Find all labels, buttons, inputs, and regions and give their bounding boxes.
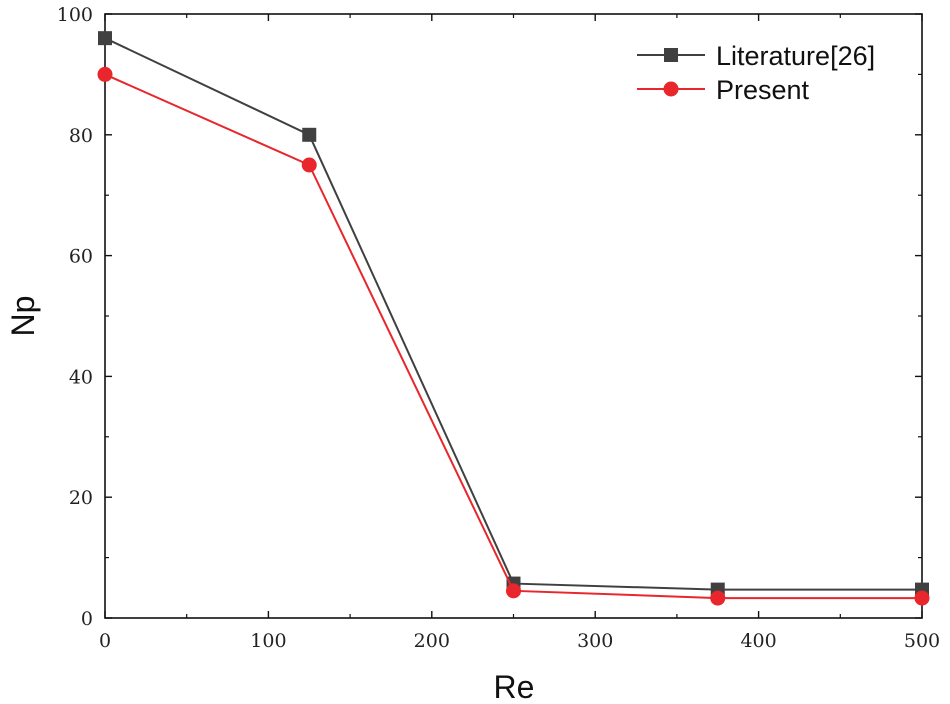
y-tick-label: 40 [69,366,93,388]
data-series [97,31,930,606]
data-point [97,66,113,82]
y-tick-label: 60 [69,246,93,268]
x-tick-label: 400 [740,630,776,652]
axis-ticks: 0 100 200 300 400 500 0 20 40 60 80 100 [57,4,940,652]
data-point [506,583,521,599]
series-line [104,37,922,591]
data-point [302,127,317,142]
data-point [914,590,930,606]
x-tick-label: 100 [250,630,286,652]
y-tick-label: 100 [57,4,93,26]
series-line [104,73,922,600]
x-tick-label: 0 [99,630,111,652]
series-1 [98,31,929,597]
legend-entry: Present [637,75,810,105]
y-axis-title: Np [5,296,41,337]
data-point [98,31,112,46]
legend-entry: Literature[26] [637,41,875,71]
legend-label: Literature[26] [716,41,875,71]
y-tick-label: 80 [69,125,93,147]
x-axis-title: Re [494,669,535,704]
legend-marker [663,81,679,97]
x-tick-label: 200 [414,630,450,652]
y-tick-label: 20 [69,487,93,509]
legend: Literature[26] Present [637,41,875,105]
data-point [301,157,317,173]
legend-label: Present [716,75,810,105]
y-tick-label: 0 [81,608,93,630]
legend-marker [664,48,678,62]
series-2 [97,66,930,606]
x-tick-label: 300 [577,630,613,652]
data-point [710,590,726,606]
x-tick-label: 500 [904,630,940,652]
